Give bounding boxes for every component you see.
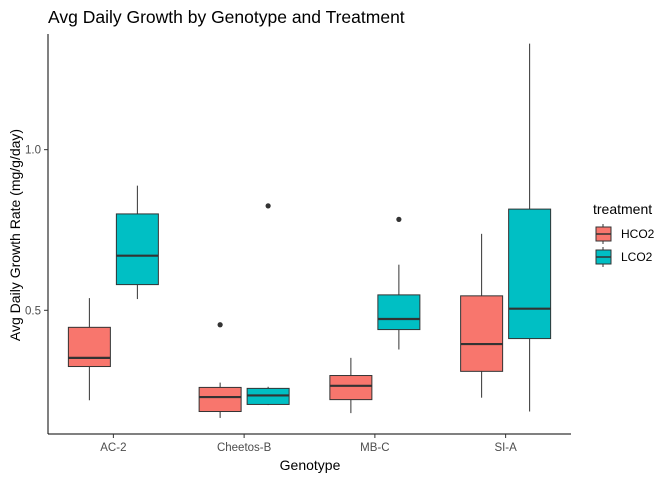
x-tick-label: AC-2 [100,442,126,454]
box-rect [67,326,111,368]
y-axis-ticks: 0.5 1.0 [25,145,48,317]
x-tick-label: SI-A [494,442,517,454]
legend-title: treatment [593,201,652,217]
outlier-point [396,216,402,222]
x-axis-ticks: AC-2 Cheetos-B MB-C SI-A [100,434,517,454]
legend-label: LCO2 [621,250,653,264]
box-rect [460,295,504,372]
legend: treatment HCO2 LCO2 [593,201,655,267]
plot-area [67,43,552,418]
x-tick-label: MB-C [360,442,389,454]
box-rect [329,375,373,401]
box-rect [508,208,552,340]
y-axis-title: Avg Daily Growth Rate (mg/g/day) [7,129,23,341]
legend-item-hco2: HCO2 [595,224,655,244]
y-tick-label: 1.0 [25,145,41,157]
chart-title: Avg Daily Growth by Genotype and Treatme… [48,7,405,27]
x-axis-title: Genotype [280,457,341,473]
outlier-point [265,203,271,209]
box-hco2-ac-2 [67,298,111,401]
box-lco2-ac-2 [115,185,159,300]
box-lco2-cheetos-b [246,203,290,406]
box-rect [198,386,242,413]
legend-items: HCO2 LCO2 [595,224,655,267]
y-tick-label: 0.5 [25,305,41,317]
legend-item-lco2: LCO2 [595,247,653,267]
box-rect [115,213,159,286]
outlier-point [217,322,223,328]
box-rect [377,294,421,331]
x-tick-label: Cheetos-B [217,442,272,454]
legend-label: HCO2 [621,227,655,241]
box-lco2-si-a [508,43,552,412]
box-lco2-mb-c [377,216,421,350]
box-hco2-si-a [460,233,504,398]
box-hco2-cheetos-b [198,322,242,418]
box-hco2-mb-c [329,357,373,414]
